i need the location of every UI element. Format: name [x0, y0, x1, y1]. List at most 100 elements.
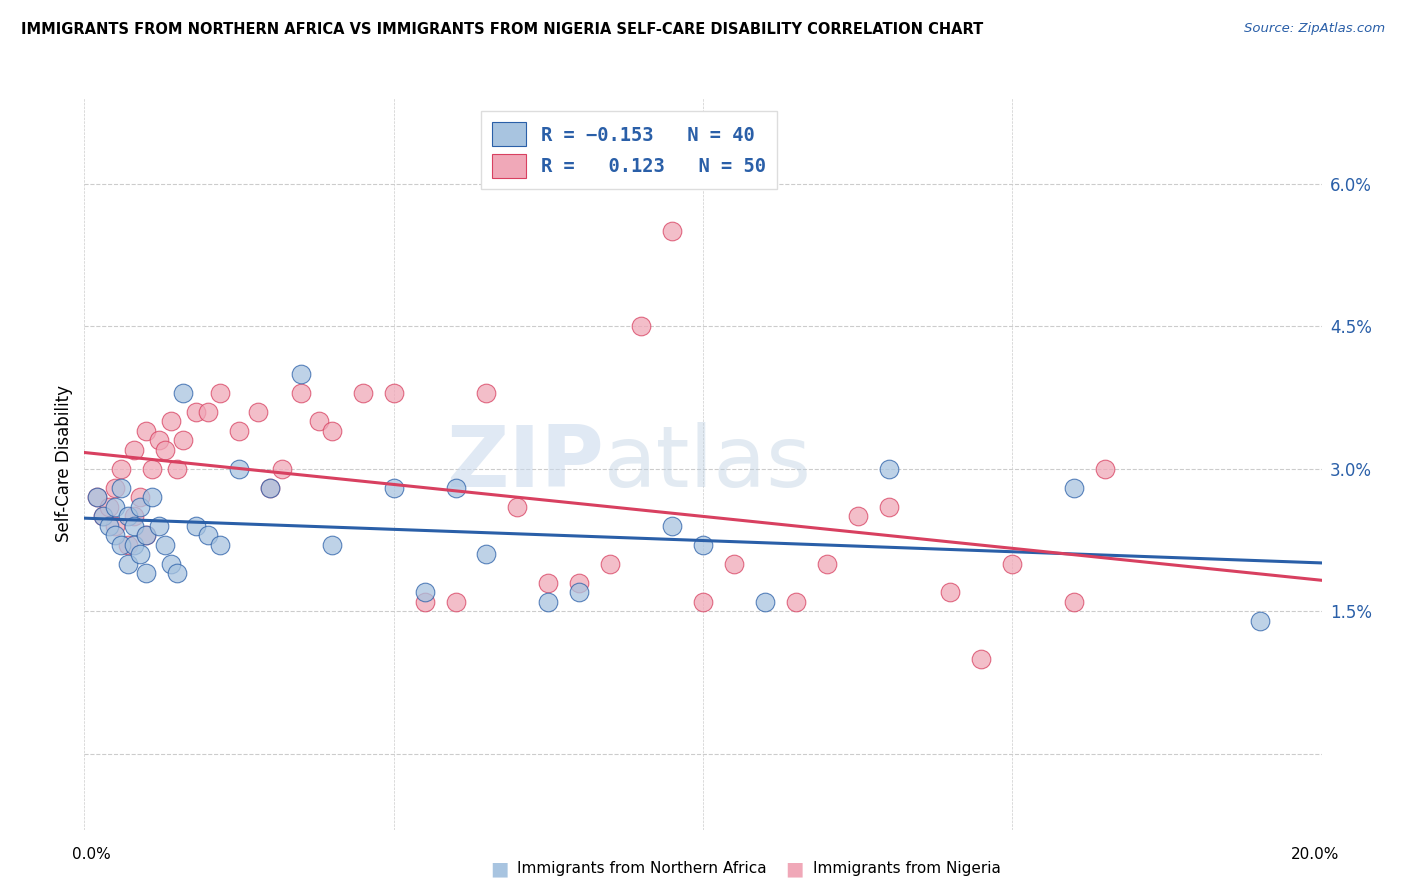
Point — [877, 461, 900, 475]
Point — [506, 500, 529, 514]
Point — [135, 424, 157, 438]
Text: Source: ZipAtlas.com: Source: ZipAtlas.com — [1244, 22, 1385, 36]
Point — [160, 557, 183, 571]
Point — [846, 509, 869, 524]
Point — [246, 404, 269, 418]
Text: Immigrants from Nigeria: Immigrants from Nigeria — [813, 862, 1001, 876]
Point — [166, 461, 188, 475]
Point — [382, 481, 405, 495]
Point — [110, 538, 132, 552]
Point — [135, 528, 157, 542]
Point — [129, 547, 152, 561]
Point — [444, 481, 467, 495]
Text: ■: ■ — [785, 859, 804, 879]
Text: 0.0%: 0.0% — [72, 847, 111, 862]
Point — [785, 594, 807, 608]
Text: 20.0%: 20.0% — [1291, 847, 1339, 862]
Point — [141, 490, 163, 504]
Legend: R = −0.153   N = 40, R =   0.123   N = 50: R = −0.153 N = 40, R = 0.123 N = 50 — [481, 112, 778, 189]
Point — [537, 575, 560, 590]
Point — [184, 518, 207, 533]
Point — [104, 518, 127, 533]
Point — [1063, 481, 1085, 495]
Point — [117, 509, 139, 524]
Point — [259, 481, 281, 495]
Point — [308, 414, 330, 428]
Point — [141, 461, 163, 475]
Point — [104, 528, 127, 542]
Y-axis label: Self-Care Disability: Self-Care Disability — [55, 385, 73, 542]
Point — [104, 481, 127, 495]
Point — [135, 566, 157, 580]
Point — [86, 490, 108, 504]
Point — [104, 500, 127, 514]
Point — [271, 461, 294, 475]
Point — [86, 490, 108, 504]
Point — [290, 385, 312, 400]
Point — [91, 509, 114, 524]
Point — [661, 224, 683, 238]
Point — [172, 385, 194, 400]
Point — [630, 319, 652, 334]
Point — [172, 433, 194, 447]
Point — [413, 585, 436, 599]
Point — [970, 651, 993, 665]
Point — [723, 557, 745, 571]
Point — [110, 481, 132, 495]
Point — [122, 518, 145, 533]
Point — [444, 594, 467, 608]
Point — [568, 585, 591, 599]
Point — [1063, 594, 1085, 608]
Point — [184, 404, 207, 418]
Point — [692, 538, 714, 552]
Text: IMMIGRANTS FROM NORTHERN AFRICA VS IMMIGRANTS FROM NIGERIA SELF-CARE DISABILITY : IMMIGRANTS FROM NORTHERN AFRICA VS IMMIG… — [21, 22, 983, 37]
Text: Immigrants from Northern Africa: Immigrants from Northern Africa — [517, 862, 768, 876]
Point — [382, 385, 405, 400]
Point — [661, 518, 683, 533]
Point — [475, 385, 498, 400]
Point — [166, 566, 188, 580]
Point — [537, 594, 560, 608]
Point — [1094, 461, 1116, 475]
Text: ■: ■ — [489, 859, 509, 879]
Point — [228, 461, 250, 475]
Point — [259, 481, 281, 495]
Point — [117, 538, 139, 552]
Point — [877, 500, 900, 514]
Point — [1249, 614, 1271, 628]
Point — [209, 385, 232, 400]
Point — [197, 404, 219, 418]
Point — [122, 538, 145, 552]
Point — [148, 433, 170, 447]
Point — [117, 557, 139, 571]
Point — [129, 500, 152, 514]
Point — [91, 509, 114, 524]
Point — [1001, 557, 1024, 571]
Point — [122, 509, 145, 524]
Point — [98, 518, 121, 533]
Point — [160, 414, 183, 428]
Point — [413, 594, 436, 608]
Point — [352, 385, 374, 400]
Point — [815, 557, 838, 571]
Point — [153, 442, 176, 457]
Point — [135, 528, 157, 542]
Point — [939, 585, 962, 599]
Text: ZIP: ZIP — [446, 422, 605, 506]
Point — [129, 490, 152, 504]
Point — [692, 594, 714, 608]
Point — [290, 367, 312, 381]
Point — [110, 461, 132, 475]
Point — [98, 500, 121, 514]
Point — [754, 594, 776, 608]
Point — [228, 424, 250, 438]
Point — [475, 547, 498, 561]
Point — [148, 518, 170, 533]
Point — [209, 538, 232, 552]
Point — [568, 575, 591, 590]
Text: atlas: atlas — [605, 422, 813, 506]
Point — [321, 538, 343, 552]
Point — [197, 528, 219, 542]
Point — [153, 538, 176, 552]
Point — [122, 442, 145, 457]
